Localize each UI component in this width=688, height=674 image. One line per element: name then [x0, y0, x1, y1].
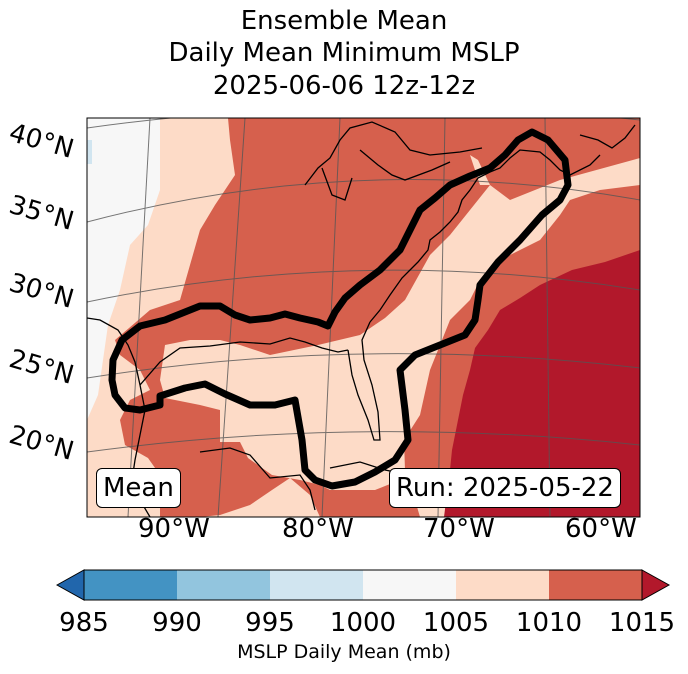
colorbar-tick-1015: 1015: [608, 608, 676, 638]
mean-inset-label: Mean: [96, 468, 181, 508]
colorbar-bin-995-1000: [270, 570, 363, 600]
run-date-inset-label: Run: 2025-05-22: [389, 468, 621, 508]
canada-coast: [579, 124, 636, 149]
colorbar-tick-985: 985: [59, 608, 109, 638]
mslp-field: [87, 118, 640, 517]
title-line-2: Daily Mean Minimum MSLP: [168, 38, 520, 68]
colorbar-bin-990-995: [177, 570, 270, 600]
lon-label-60w: 60°W: [565, 514, 637, 544]
colorbar-bin-1000-1005: [363, 570, 456, 600]
colorbar-extend-high: [641, 569, 671, 601]
mslp-above-1015-region: [444, 250, 640, 517]
colorbar-tick-1010: 1010: [515, 608, 583, 638]
gulf-northern-coast: [139, 337, 349, 386]
lon-label-90w: 90°W: [138, 514, 210, 544]
lon-label-80w: 80°W: [282, 514, 354, 544]
colorbar-extend-low: [55, 569, 85, 601]
mslp-1000-1005-region: [87, 118, 160, 420]
colorbar-bin-985-990: [84, 570, 177, 600]
yucatan-coast: [199, 447, 316, 511]
colorbar-bin-1010-1015: [549, 570, 642, 600]
title-line-3: 2025-06-06 12z-12z: [212, 71, 476, 101]
title-line-1: Ensemble Mean: [240, 6, 448, 36]
map-frame: [86, 117, 641, 518]
graticule: [87, 118, 640, 517]
florida-coast: [347, 321, 381, 441]
colorbar: [55, 569, 671, 601]
colorbar-tick-1000: 1000: [329, 608, 397, 638]
colorbar-label: MSLP Daily Mean (mb): [237, 641, 451, 663]
atlantic-coast: [369, 149, 601, 323]
lon-label-70w: 70°W: [423, 514, 495, 544]
colorbar-tick-990: 990: [152, 608, 202, 638]
great-lakes: [304, 121, 483, 201]
colorbar-tick-995: 995: [245, 608, 295, 638]
colorbar-tick-1005: 1005: [422, 608, 490, 638]
colorbar-bin-1005-1010: [456, 570, 549, 600]
mslp-995-1000-spot: [87, 140, 92, 164]
contour-line: [108, 128, 572, 490]
